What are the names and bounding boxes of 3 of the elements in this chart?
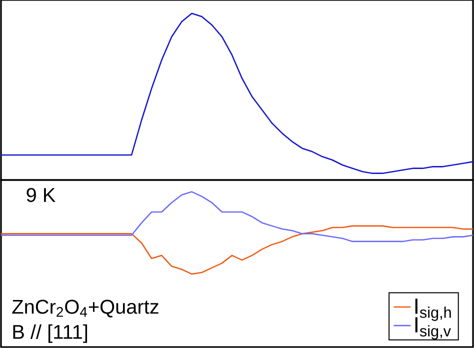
annotation: B // [111] <box>13 324 88 343</box>
annotation: ZnCr$_{2}$O$_{4}$+Quartz <box>12 300 158 318</box>
annotation: 9 K <box>26 188 56 202</box>
